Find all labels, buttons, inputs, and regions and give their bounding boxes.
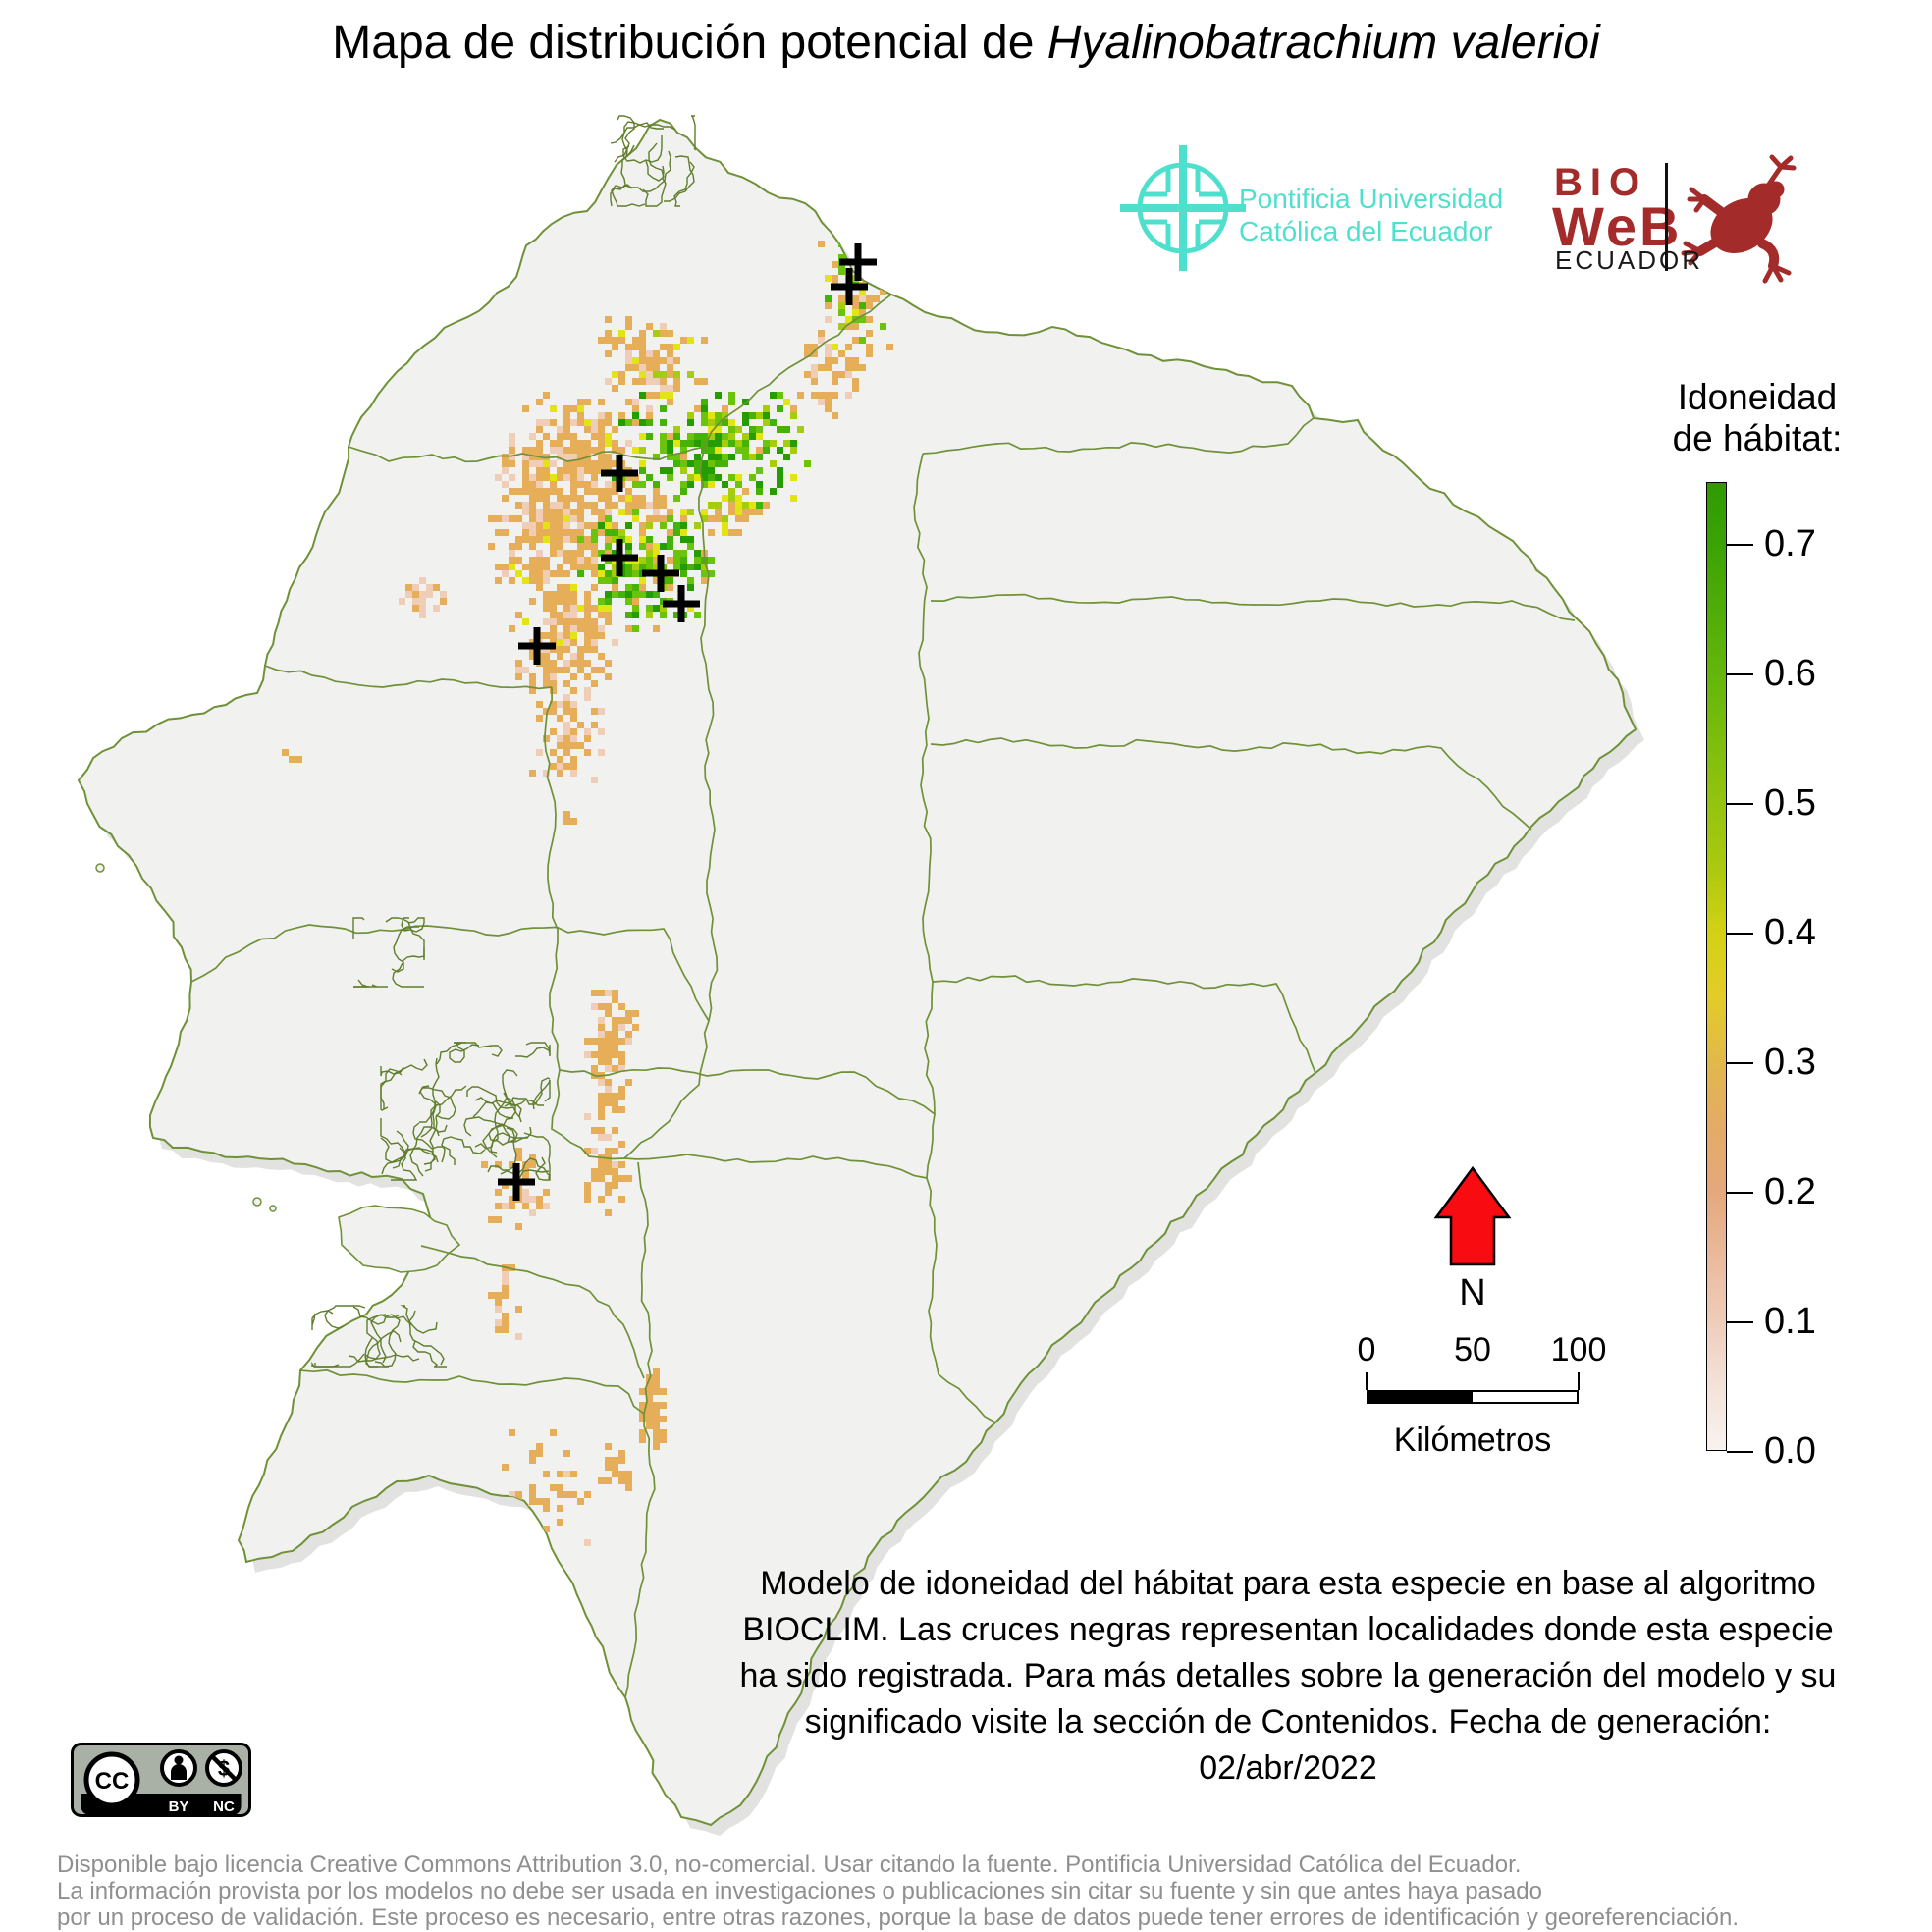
scalebar-label-100: 100 <box>1550 1331 1607 1368</box>
occurrence-cross <box>839 243 877 281</box>
scalebar-filled-half <box>1367 1390 1473 1404</box>
legend-title-line1: Idoneidad <box>1677 377 1838 417</box>
legend-title: Idoneidad de hábitat: <box>1659 377 1855 459</box>
scalebar-tick-left <box>1366 1372 1368 1390</box>
scalebar-tick-right <box>1578 1372 1580 1390</box>
title-prefix: Mapa de distribución potencial de <box>332 17 1047 69</box>
occurrence-cross <box>601 455 638 492</box>
occurrence-markers <box>498 243 877 1201</box>
legend-tick-label: 0.5 <box>1764 782 1816 824</box>
puce-line2: Católica del Ecuador <box>1239 216 1493 246</box>
model-description-line: Modelo de idoneidad del hábitat para est… <box>760 1565 1816 1602</box>
north-arrow <box>1433 1165 1512 1266</box>
figure-title: Mapa de distribución potencial de Hyalin… <box>0 16 1932 70</box>
model-description-line: BIOCLIM. Las cruces negras representan l… <box>742 1611 1834 1648</box>
legend-tick-label: 0.2 <box>1764 1171 1816 1212</box>
puce-line1: Pontificia Universidad <box>1239 184 1504 214</box>
occurrence-cross <box>831 268 868 305</box>
model-description: Modelo de idoneidad del hábitat para est… <box>728 1561 1848 1792</box>
footer-line: por un proceso de validación. Este proce… <box>57 1905 1740 1931</box>
cc-by-label: BY <box>169 1798 189 1815</box>
occurrence-cross <box>663 585 700 622</box>
bioweb-logo-divider <box>1665 163 1668 271</box>
legend-tick <box>1727 933 1753 935</box>
scalebar-label-0: 0 <box>1357 1331 1376 1368</box>
cc-nc-label: NC <box>213 1798 235 1815</box>
bioweb-logo-web: WeB <box>1552 195 1683 257</box>
legend-tick-label: 0.0 <box>1764 1430 1816 1472</box>
occurrence-cross <box>498 1163 535 1201</box>
legend-tick <box>1727 1192 1753 1194</box>
legend-tick <box>1727 673 1753 675</box>
cc-icon: CC <box>95 1768 130 1795</box>
species-name: Hyalinobatrachium valerioi <box>1046 17 1600 69</box>
islands <box>95 863 461 1273</box>
occurrence-cross <box>601 539 638 576</box>
legend-tick-label: 0.6 <box>1764 653 1816 694</box>
legend-tick-label: 0.7 <box>1764 523 1816 564</box>
model-description-line: ha sido registrada. Para más detalles so… <box>739 1657 1837 1694</box>
footer-line: Disponible bajo licencia Creative Common… <box>57 1852 1522 1878</box>
bioweb-logo-country: ECUADOR <box>1555 245 1704 275</box>
model-description-line: significado visite la sección de Conteni… <box>804 1703 1772 1787</box>
scalebar-label-50: 50 <box>1454 1331 1491 1368</box>
cc-nc-strike <box>210 1754 238 1782</box>
legend-tick <box>1727 1321 1753 1323</box>
legend-tick <box>1727 544 1753 546</box>
bioweb-logo-bio: BIO <box>1554 161 1648 204</box>
legend-tick <box>1727 1062 1753 1064</box>
legend-tick <box>1727 1451 1753 1453</box>
legend-title-line2: de hábitat: <box>1672 418 1843 458</box>
mangrove-coastline-detail <box>311 115 696 1368</box>
legend-tick <box>1727 803 1753 805</box>
legend-tick-label: 0.4 <box>1764 912 1816 953</box>
country-outline <box>77 118 1637 1827</box>
occurrence-cross <box>518 627 556 665</box>
scalebar-unit: Kilómetros <box>1393 1422 1552 1459</box>
north-label: N <box>1459 1272 1486 1314</box>
cc-by-person-icon <box>171 1764 187 1780</box>
province-borders <box>190 294 1576 1698</box>
cc-license-badge: CC $ BY NC <box>71 1743 251 1817</box>
footer-line: La información provista por los modelos … <box>57 1878 1542 1905</box>
puce-logo-text: Pontificia Universidad Católica del Ecua… <box>1239 183 1503 247</box>
puce-logo-icon <box>1120 145 1246 271</box>
legend-tick-label: 0.1 <box>1764 1301 1816 1342</box>
legend-colorbar <box>1706 482 1727 1451</box>
occurrence-cross <box>642 555 679 592</box>
frog-icon <box>1681 154 1797 284</box>
legend-tick-label: 0.3 <box>1764 1042 1816 1083</box>
license-footer: Disponible bajo licencia Creative Common… <box>57 1852 1922 1931</box>
